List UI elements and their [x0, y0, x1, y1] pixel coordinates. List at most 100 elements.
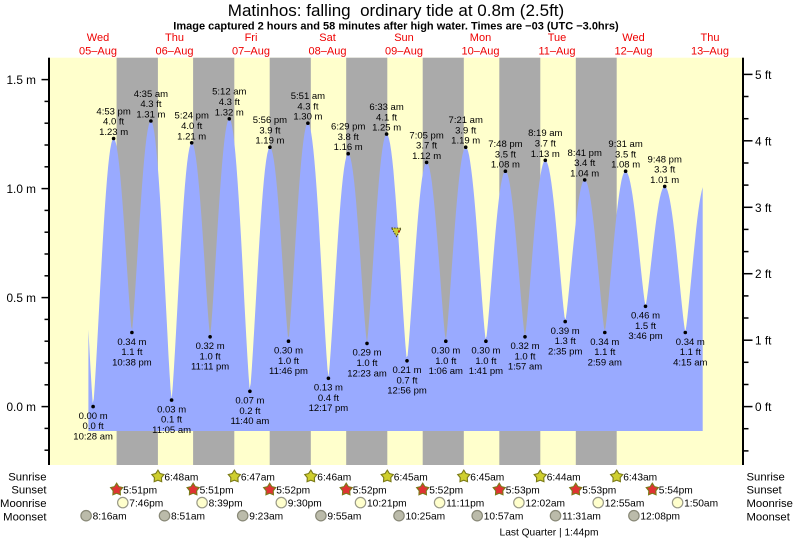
svg-text:0.5 m: 0.5 m: [6, 291, 36, 305]
svg-text:11:31am: 11:31am: [562, 512, 601, 523]
svg-text:06–Aug: 06–Aug: [156, 46, 194, 58]
svg-text:Wed: Wed: [622, 32, 644, 44]
svg-text:5:56 pm: 5:56 pm: [253, 115, 287, 126]
svg-text:5:12 am: 5:12 am: [212, 87, 246, 98]
svg-text:Fri: Fri: [245, 32, 258, 44]
svg-text:12:08pm: 12:08pm: [640, 512, 680, 523]
svg-text:0.0 ft: 0.0 ft: [83, 421, 104, 432]
svg-text:5:52pm: 5:52pm: [276, 485, 310, 496]
svg-text:0.30 m: 0.30 m: [274, 346, 303, 357]
svg-text:Moonset: Moonset: [747, 511, 791, 523]
svg-text:1.13 m: 1.13 m: [531, 149, 560, 160]
svg-text:Image captured 2 hours and 58: Image captured 2 hours and 58 minutes af…: [173, 21, 619, 33]
svg-text:3.3 ft: 3.3 ft: [654, 165, 675, 176]
svg-text:4.3 ft: 4.3 ft: [297, 101, 318, 112]
svg-text:2:59 am: 2:59 am: [588, 357, 622, 368]
svg-text:Sunrise: Sunrise: [8, 471, 46, 483]
svg-text:Wed: Wed: [87, 32, 109, 44]
svg-text:3.7 ft: 3.7 ft: [416, 141, 437, 152]
svg-text:1.01 m: 1.01 m: [650, 175, 679, 186]
svg-text:3.8 ft: 3.8 ft: [338, 132, 359, 143]
svg-text:3.5 ft: 3.5 ft: [495, 149, 516, 160]
svg-text:2:35 pm: 2:35 pm: [548, 347, 582, 358]
svg-text:9:23am: 9:23am: [249, 512, 283, 523]
svg-text:6:29 pm: 6:29 pm: [331, 122, 365, 133]
svg-text:1.0 ft: 1.0 ft: [278, 356, 299, 367]
svg-text:1.0 ft: 1.0 ft: [514, 351, 535, 362]
svg-text:0.4 ft: 0.4 ft: [318, 393, 339, 404]
svg-text:4.1 ft: 4.1 ft: [376, 112, 397, 123]
svg-text:1.0 ft: 1.0 ft: [200, 351, 221, 362]
svg-text:0.32 m: 0.32 m: [510, 341, 539, 352]
svg-text:4.0 ft: 4.0 ft: [181, 121, 202, 132]
svg-text:11:05 am: 11:05 am: [152, 425, 191, 436]
svg-text:4:35 am: 4:35 am: [134, 89, 168, 100]
svg-text:8:16am: 8:16am: [93, 512, 127, 523]
svg-text:6:44am: 6:44am: [547, 472, 581, 483]
svg-text:5:52pm: 5:52pm: [353, 485, 387, 496]
svg-text:5:52pm: 5:52pm: [429, 485, 463, 496]
svg-text:Thu: Thu: [701, 32, 720, 44]
svg-text:6:46am: 6:46am: [317, 472, 351, 483]
svg-text:7:21 am: 7:21 am: [449, 115, 483, 126]
svg-text:11–Aug: 11–Aug: [538, 46, 575, 58]
svg-text:8:41 pm: 8:41 pm: [568, 148, 602, 159]
svg-text:9:30pm: 9:30pm: [288, 498, 322, 509]
svg-text:3.7 ft: 3.7 ft: [535, 139, 556, 150]
svg-text:3.4 ft: 3.4 ft: [574, 158, 595, 169]
svg-text:0.29 m: 0.29 m: [352, 348, 381, 359]
svg-text:07–Aug: 07–Aug: [232, 46, 270, 58]
svg-text:09–Aug: 09–Aug: [385, 46, 423, 58]
svg-text:7:48 pm: 7:48 pm: [488, 139, 522, 150]
svg-text:0.1 ft: 0.1 ft: [161, 415, 182, 426]
svg-text:Sunset: Sunset: [11, 485, 47, 497]
svg-text:3.5 ft: 3.5 ft: [615, 149, 636, 160]
svg-text:11:40 am: 11:40 am: [230, 416, 269, 427]
svg-text:12:23 am: 12:23 am: [347, 368, 387, 379]
svg-text:2 ft: 2 ft: [755, 267, 772, 281]
svg-text:4:53 pm: 4:53 pm: [96, 106, 130, 117]
svg-text:Sunset: Sunset: [747, 485, 783, 497]
svg-text:05–Aug: 05–Aug: [79, 46, 117, 58]
svg-text:5:24 pm: 5:24 pm: [175, 111, 209, 122]
svg-text:3:46 pm: 3:46 pm: [628, 331, 662, 342]
svg-text:0.13 m: 0.13 m: [314, 383, 343, 394]
svg-text:Moonrise: Moonrise: [0, 498, 46, 510]
svg-text:7:46pm: 7:46pm: [129, 498, 163, 509]
svg-text:1.21 m: 1.21 m: [177, 131, 206, 142]
svg-text:Last Quarter | 1:44pm: Last Quarter | 1:44pm: [500, 528, 599, 539]
svg-text:Mon: Mon: [470, 32, 491, 44]
svg-text:1.23 m: 1.23 m: [99, 127, 128, 138]
svg-text:1.3 ft: 1.3 ft: [555, 336, 576, 347]
svg-text:Matinhos: falling ordinary ti: Matinhos: falling ordinary tide at 0.8m …: [228, 1, 564, 20]
svg-text:0.00 m: 0.00 m: [79, 411, 108, 422]
svg-text:11:11pm: 11:11pm: [446, 498, 484, 509]
svg-text:1.31 m: 1.31 m: [136, 110, 165, 121]
svg-text:0.39 m: 0.39 m: [551, 326, 580, 337]
svg-text:6:45am: 6:45am: [394, 472, 428, 483]
svg-text:1.0 m: 1.0 m: [6, 182, 36, 196]
svg-text:1.32 m: 1.32 m: [215, 107, 244, 118]
svg-text:0.7 ft: 0.7 ft: [396, 375, 417, 386]
svg-text:1:57 am: 1:57 am: [508, 362, 542, 373]
svg-text:5:54pm: 5:54pm: [659, 485, 693, 496]
svg-text:1.0 ft: 1.0 ft: [356, 358, 377, 369]
svg-text:0.0 m: 0.0 m: [6, 400, 36, 414]
svg-text:6:33 am: 6:33 am: [369, 102, 403, 113]
svg-text:1.0 ft: 1.0 ft: [475, 356, 496, 367]
svg-text:9:31 am: 9:31 am: [608, 139, 642, 150]
svg-text:4.3 ft: 4.3 ft: [219, 97, 240, 108]
svg-text:0.2 ft: 0.2 ft: [239, 406, 260, 417]
svg-text:12–Aug: 12–Aug: [615, 46, 653, 58]
svg-text:Tue: Tue: [548, 32, 567, 44]
svg-text:8:19 am: 8:19 am: [528, 128, 562, 139]
svg-text:0.34 m: 0.34 m: [676, 337, 705, 348]
svg-text:13–Aug: 13–Aug: [691, 46, 729, 58]
svg-text:4 ft: 4 ft: [755, 134, 772, 148]
svg-text:12:17 pm: 12:17 pm: [309, 403, 349, 414]
svg-text:7:05 pm: 7:05 pm: [409, 130, 443, 141]
svg-text:10:28 am: 10:28 am: [73, 432, 113, 443]
svg-text:Thu: Thu: [165, 32, 184, 44]
svg-text:10:25am: 10:25am: [406, 512, 446, 523]
svg-text:1:41 pm: 1:41 pm: [469, 366, 503, 377]
